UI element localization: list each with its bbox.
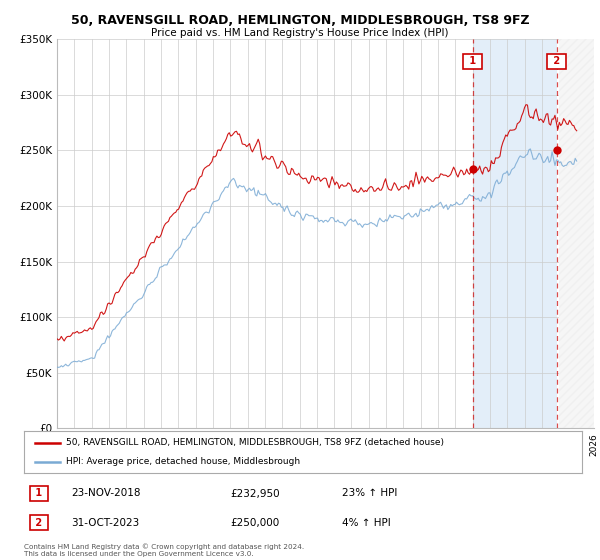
Text: 31-OCT-2023: 31-OCT-2023 <box>71 518 140 528</box>
Text: £250,000: £250,000 <box>230 518 280 528</box>
Text: 2: 2 <box>32 518 46 528</box>
Text: Contains HM Land Registry data © Crown copyright and database right 2024.
This d: Contains HM Land Registry data © Crown c… <box>24 544 304 557</box>
Bar <box>473 39 557 428</box>
Text: £232,950: £232,950 <box>230 488 280 498</box>
Text: 23-NOV-2018: 23-NOV-2018 <box>71 488 141 498</box>
Bar <box>559 39 600 428</box>
Text: 2: 2 <box>550 57 563 67</box>
Text: 1: 1 <box>32 488 46 498</box>
Text: 23% ↑ HPI: 23% ↑ HPI <box>342 488 397 498</box>
Text: 50, RAVENSGILL ROAD, HEMLINGTON, MIDDLESBROUGH, TS8 9FZ: 50, RAVENSGILL ROAD, HEMLINGTON, MIDDLES… <box>71 14 529 27</box>
Text: Price paid vs. HM Land Registry's House Price Index (HPI): Price paid vs. HM Land Registry's House … <box>151 28 449 38</box>
Bar <box>559 39 600 428</box>
Text: 50, RAVENSGILL ROAD, HEMLINGTON, MIDDLESBROUGH, TS8 9FZ (detached house): 50, RAVENSGILL ROAD, HEMLINGTON, MIDDLES… <box>66 438 444 447</box>
Text: 1: 1 <box>466 57 479 67</box>
Text: HPI: Average price, detached house, Middlesbrough: HPI: Average price, detached house, Midd… <box>66 458 300 466</box>
Text: 4% ↑ HPI: 4% ↑ HPI <box>342 518 391 528</box>
